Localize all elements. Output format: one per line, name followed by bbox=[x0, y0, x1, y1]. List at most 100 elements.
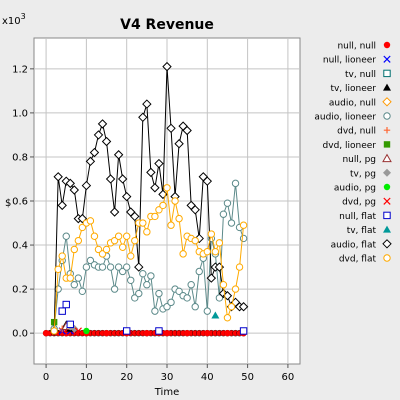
data-point bbox=[182, 125, 192, 136]
legend-item: dvd, flat bbox=[339, 254, 391, 265]
data-point bbox=[130, 211, 140, 222]
series-tv-flat bbox=[211, 311, 220, 319]
data-point bbox=[66, 320, 74, 329]
data-point bbox=[97, 119, 108, 129]
legend-item: audio, lioneer bbox=[314, 112, 391, 123]
data-point bbox=[101, 136, 112, 147]
data-point bbox=[223, 314, 232, 322]
data-point bbox=[94, 245, 103, 254]
x-axis-label: Time bbox=[154, 387, 179, 398]
y-tick-label: 0.4 bbox=[12, 241, 28, 252]
data-point bbox=[171, 197, 179, 205]
data-point bbox=[83, 327, 90, 335]
legend-marker bbox=[383, 55, 391, 63]
data-point bbox=[166, 123, 176, 134]
data-point bbox=[78, 287, 87, 296]
legend-item: null, flat bbox=[339, 211, 391, 222]
series-dvd-flat bbox=[50, 184, 248, 335]
legend-label: tv, pg bbox=[350, 169, 376, 179]
data-point bbox=[110, 236, 119, 245]
data-point bbox=[207, 230, 216, 238]
data-point bbox=[109, 207, 120, 217]
legend-item: audio, flat bbox=[331, 239, 392, 250]
data-point bbox=[117, 174, 128, 184]
y-tick-label: 1.0 bbox=[12, 108, 28, 119]
data-point bbox=[54, 265, 62, 273]
data-point bbox=[98, 250, 107, 258]
legend-item: null, null bbox=[337, 41, 391, 52]
data-point bbox=[219, 281, 228, 289]
data-point bbox=[78, 223, 87, 232]
data-point bbox=[175, 287, 183, 296]
y-tick-label: 0.0 bbox=[12, 329, 28, 340]
data-point bbox=[219, 210, 228, 218]
legend-label: audio, pg bbox=[334, 184, 376, 194]
x-tick-label: 20 bbox=[120, 372, 133, 383]
series-dvd-pg bbox=[74, 327, 82, 335]
data-point bbox=[191, 236, 199, 245]
data-point bbox=[122, 263, 131, 271]
data-point bbox=[215, 294, 224, 302]
legend: null, null null, lioneer tv, null tv, lione… bbox=[314, 41, 392, 265]
data-point bbox=[74, 236, 83, 245]
legend-marker bbox=[383, 127, 391, 134]
data-point bbox=[134, 262, 144, 272]
data-point bbox=[65, 178, 75, 189]
data-point bbox=[167, 298, 175, 307]
data-point bbox=[53, 172, 63, 182]
data-point bbox=[195, 267, 203, 276]
data-point bbox=[151, 212, 159, 221]
data-point bbox=[127, 252, 135, 260]
legend-label: null, lioneer bbox=[323, 56, 376, 66]
x-tick-label: 50 bbox=[241, 372, 254, 383]
data-point bbox=[204, 329, 211, 337]
data-point bbox=[74, 274, 83, 282]
data-point bbox=[81, 180, 92, 191]
data-point bbox=[131, 236, 139, 245]
data-point bbox=[239, 234, 248, 243]
legend-marker bbox=[383, 168, 391, 177]
data-point bbox=[66, 274, 74, 282]
data-point bbox=[227, 303, 236, 311]
data-point bbox=[143, 228, 151, 236]
data-point bbox=[235, 263, 244, 271]
legend-label: dvd, flat bbox=[339, 255, 377, 265]
data-point bbox=[102, 245, 111, 254]
series-audio-lioneer bbox=[50, 179, 248, 333]
series-null-flat bbox=[58, 300, 248, 335]
data-point bbox=[135, 289, 143, 298]
data-point bbox=[110, 285, 119, 293]
legend-label: null, null bbox=[337, 42, 376, 52]
legend-label: null, flat bbox=[339, 212, 376, 222]
legend-label: dvd, lioneer bbox=[323, 141, 377, 151]
data-point bbox=[239, 221, 248, 229]
data-point bbox=[69, 185, 80, 195]
data-point bbox=[206, 273, 217, 283]
legend-item: tv, null bbox=[345, 69, 391, 80]
data-point bbox=[118, 243, 127, 251]
x-tick-label: 40 bbox=[201, 372, 214, 383]
data-point bbox=[114, 232, 123, 240]
data-point bbox=[155, 327, 163, 335]
data-point bbox=[183, 294, 191, 302]
data-point bbox=[147, 272, 155, 280]
x-tick-label: 60 bbox=[282, 372, 295, 383]
data-point bbox=[85, 156, 96, 167]
legend-item: dvd, pg bbox=[342, 197, 391, 208]
legend-marker bbox=[383, 41, 391, 49]
data-point bbox=[42, 329, 50, 337]
data-point bbox=[122, 232, 131, 240]
data-point bbox=[202, 176, 213, 186]
data-point bbox=[163, 329, 171, 337]
data-point bbox=[118, 267, 127, 276]
legend-item: audio, pg bbox=[334, 184, 391, 194]
data-point bbox=[227, 219, 236, 227]
legend-marker bbox=[383, 83, 391, 91]
legend-label: audio, lioneer bbox=[314, 113, 376, 123]
data-point bbox=[105, 174, 116, 184]
data-point bbox=[183, 329, 191, 337]
data-point bbox=[167, 221, 175, 229]
data-point bbox=[191, 303, 199, 311]
legend-marker bbox=[383, 112, 391, 120]
data-point bbox=[143, 329, 151, 337]
